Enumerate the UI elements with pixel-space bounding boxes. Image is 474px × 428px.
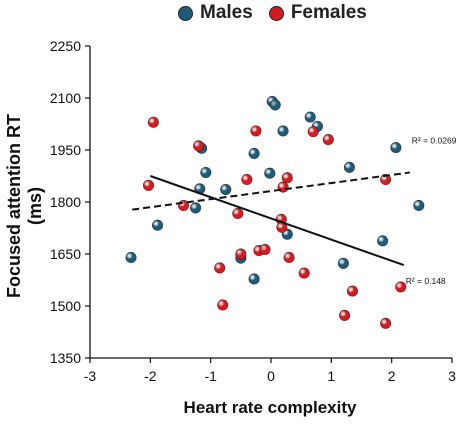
point-males: [248, 147, 260, 160]
point-males: [269, 99, 281, 111]
point-females: [307, 126, 319, 138]
legend-label-males: Males: [200, 2, 253, 23]
point-females: [380, 317, 392, 329]
legend-label-females: Females: [290, 2, 367, 23]
point-males: [125, 251, 137, 264]
legend-item-males: Males: [178, 2, 253, 24]
trendline-solid: [150, 175, 405, 267]
legend: Males Females: [178, 0, 383, 26]
point-females: [193, 140, 205, 152]
point-females: [380, 173, 392, 186]
point-males: [248, 273, 260, 285]
x-tick-label: 3: [448, 368, 456, 384]
legend-marker-males: [178, 5, 193, 21]
trendline-dashed: [132, 171, 410, 211]
legend-marker-females: [268, 5, 284, 21]
y-tick-label: 1650: [50, 246, 81, 262]
point-females: [339, 309, 351, 321]
point-females: [142, 179, 155, 191]
x-tick-label: -1: [204, 368, 217, 384]
point-females: [235, 248, 247, 260]
y-tick-label: 1950: [50, 142, 81, 158]
point-females: [298, 267, 310, 279]
point-females: [232, 207, 244, 220]
x-tick-label: -2: [144, 368, 157, 384]
y-tick-label: 1800: [50, 194, 81, 210]
point-males: [200, 166, 212, 179]
point-females: [283, 251, 295, 264]
point-males: [377, 235, 389, 247]
r2-label-dashed: R² = 0.0269: [412, 136, 457, 146]
point-females: [259, 243, 271, 256]
y-tick-label: 2100: [50, 90, 81, 106]
point-males: [304, 111, 316, 123]
point-males: [220, 183, 232, 196]
legend-item-females: Females: [268, 2, 367, 24]
point-males: [151, 219, 164, 231]
point-females: [395, 281, 407, 293]
point-females: [147, 116, 159, 128]
x-tick-label: -3: [84, 368, 97, 384]
r2-label-solid: R² = 0.148: [406, 276, 446, 286]
x-axis-label: Heart rate complexity: [183, 398, 357, 417]
point-females: [322, 134, 334, 146]
point-females: [214, 262, 226, 274]
point-males: [337, 257, 350, 269]
y-tick-label: 1500: [50, 298, 81, 314]
point-females: [241, 173, 253, 186]
point-females: [346, 285, 359, 297]
point-males: [189, 202, 202, 214]
point-females: [281, 172, 293, 184]
point-males: [343, 161, 356, 173]
x-tick-label: 0: [267, 368, 275, 384]
x-tick-label: 1: [327, 368, 335, 384]
y-tick-label: 1350: [50, 350, 81, 366]
x-tick-label: 2: [388, 368, 396, 384]
point-males: [264, 167, 276, 179]
point-males: [277, 125, 289, 137]
point-females: [250, 125, 262, 137]
y-tick-label: 2250: [50, 38, 81, 54]
y-axis-label: Focused attention RT (ms): [4, 114, 45, 298]
point-males: [413, 199, 425, 212]
point-males: [390, 141, 402, 154]
point-females: [217, 299, 229, 311]
